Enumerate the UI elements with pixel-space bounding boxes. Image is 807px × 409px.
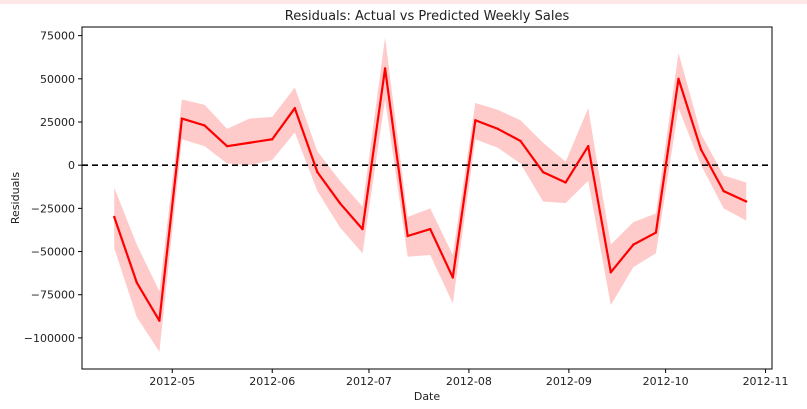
data-point <box>203 124 206 127</box>
residual-line <box>113 67 747 322</box>
x-tick-label: 2012-07 <box>346 375 392 388</box>
x-tick-label: 2012-11 <box>743 375 789 388</box>
chart-title: Residuals: Actual vs Predicted Weekly Sa… <box>285 9 570 24</box>
y-tick-label: 75000 <box>40 30 75 43</box>
x-tick-label: 2012-09 <box>546 375 592 388</box>
data-point <box>564 181 567 184</box>
data-point <box>361 227 364 231</box>
data-point <box>474 119 477 122</box>
y-tick-label: −75000 <box>31 289 75 302</box>
y-tick-label: −100000 <box>24 332 75 345</box>
x-tick-label: 2012-08 <box>446 375 492 388</box>
data-point <box>541 170 545 174</box>
confidence-band <box>114 37 747 352</box>
y-tick-label: 0 <box>68 159 75 172</box>
data-point <box>654 231 658 234</box>
x-tick-label: 2012-06 <box>249 375 295 388</box>
x-axis-label: Date <box>414 390 441 403</box>
y-tick-label: −50000 <box>31 246 75 259</box>
data-point <box>745 200 748 203</box>
data-point <box>338 201 342 205</box>
data-point <box>632 243 635 246</box>
data-point <box>135 281 139 284</box>
data-point <box>722 189 725 193</box>
x-tick-label: 2012-10 <box>643 375 689 388</box>
data-point <box>406 234 409 238</box>
y-tick-label: 50000 <box>40 73 75 86</box>
data-point <box>587 144 590 148</box>
data-point <box>451 276 454 279</box>
data-point <box>609 271 612 274</box>
y-axis-label: Residuals <box>9 172 22 224</box>
data-point <box>158 319 161 322</box>
top-strip <box>0 0 807 4</box>
y-tick-label: −25000 <box>31 202 75 215</box>
data-point <box>113 215 116 219</box>
data-point <box>293 106 297 110</box>
data-point <box>180 117 184 120</box>
y-tick-label: 25000 <box>40 116 75 129</box>
data-point <box>316 170 319 174</box>
data-point <box>519 139 522 143</box>
x-tick-label: 2012-05 <box>149 375 195 388</box>
data-point <box>699 148 703 151</box>
data-point <box>429 227 432 231</box>
data-point <box>248 141 251 144</box>
data-point <box>496 127 500 131</box>
data-point <box>383 67 387 70</box>
data-point <box>677 77 680 81</box>
data-point <box>271 138 274 141</box>
plot-frame <box>81 26 773 370</box>
data-point <box>225 144 229 148</box>
